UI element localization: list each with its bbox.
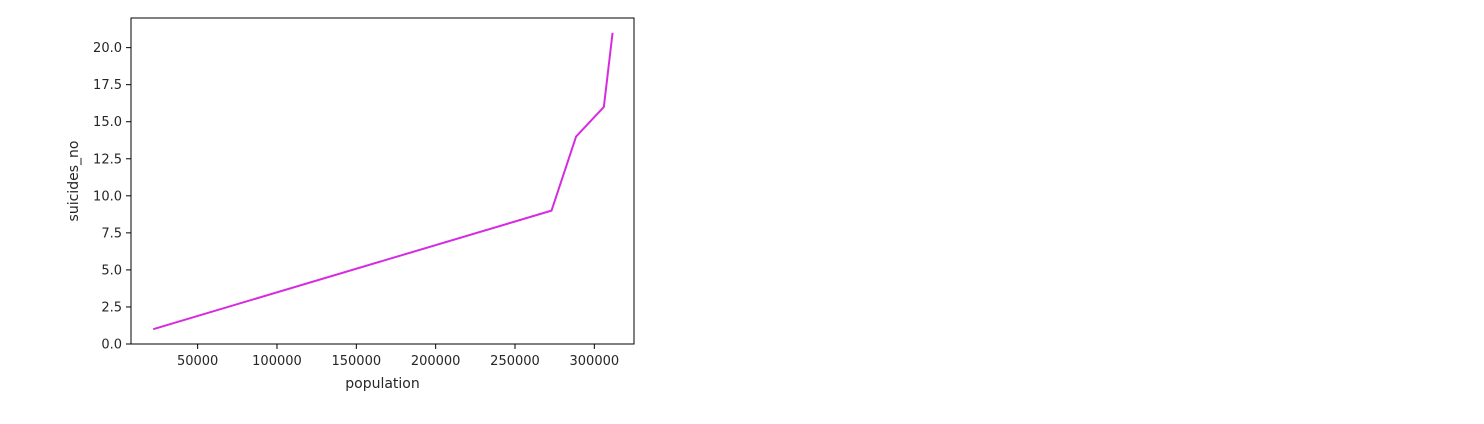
- x-tick-label: 50000: [177, 354, 218, 369]
- series-line: [152, 32, 614, 331]
- y-axis-label: suicides_no: [66, 141, 82, 222]
- y-axis-ticks: 0.0 2.5 5.0 7.5 10.0 12.5 15.0 17.5 20.0: [93, 41, 131, 353]
- x-tick-label: 200000: [411, 354, 461, 369]
- y-tick-label: 12.5: [93, 152, 122, 167]
- x-tick-label: 150000: [331, 354, 381, 369]
- x-tick-label: 250000: [490, 354, 540, 369]
- series-layer: [152, 32, 614, 331]
- x-axis-ticks: 50000 100000 150000 200000 250000 300000: [177, 344, 619, 369]
- x-tick-label: 100000: [252, 354, 302, 369]
- y-tick-label: 15.0: [93, 115, 122, 130]
- y-tick-label: 7.5: [101, 226, 122, 241]
- y-tick-label: 17.5: [93, 78, 122, 93]
- x-tick-label: 300000: [570, 354, 620, 369]
- y-tick-label: 0.0: [101, 338, 122, 353]
- y-tick-label: 20.0: [93, 41, 122, 56]
- plot-frame: [130, 17, 635, 345]
- x-axis-label: population: [345, 376, 420, 392]
- y-tick-label: 2.5: [101, 300, 122, 315]
- y-tick-label: 5.0: [101, 263, 122, 278]
- y-tick-label: 10.0: [93, 189, 122, 204]
